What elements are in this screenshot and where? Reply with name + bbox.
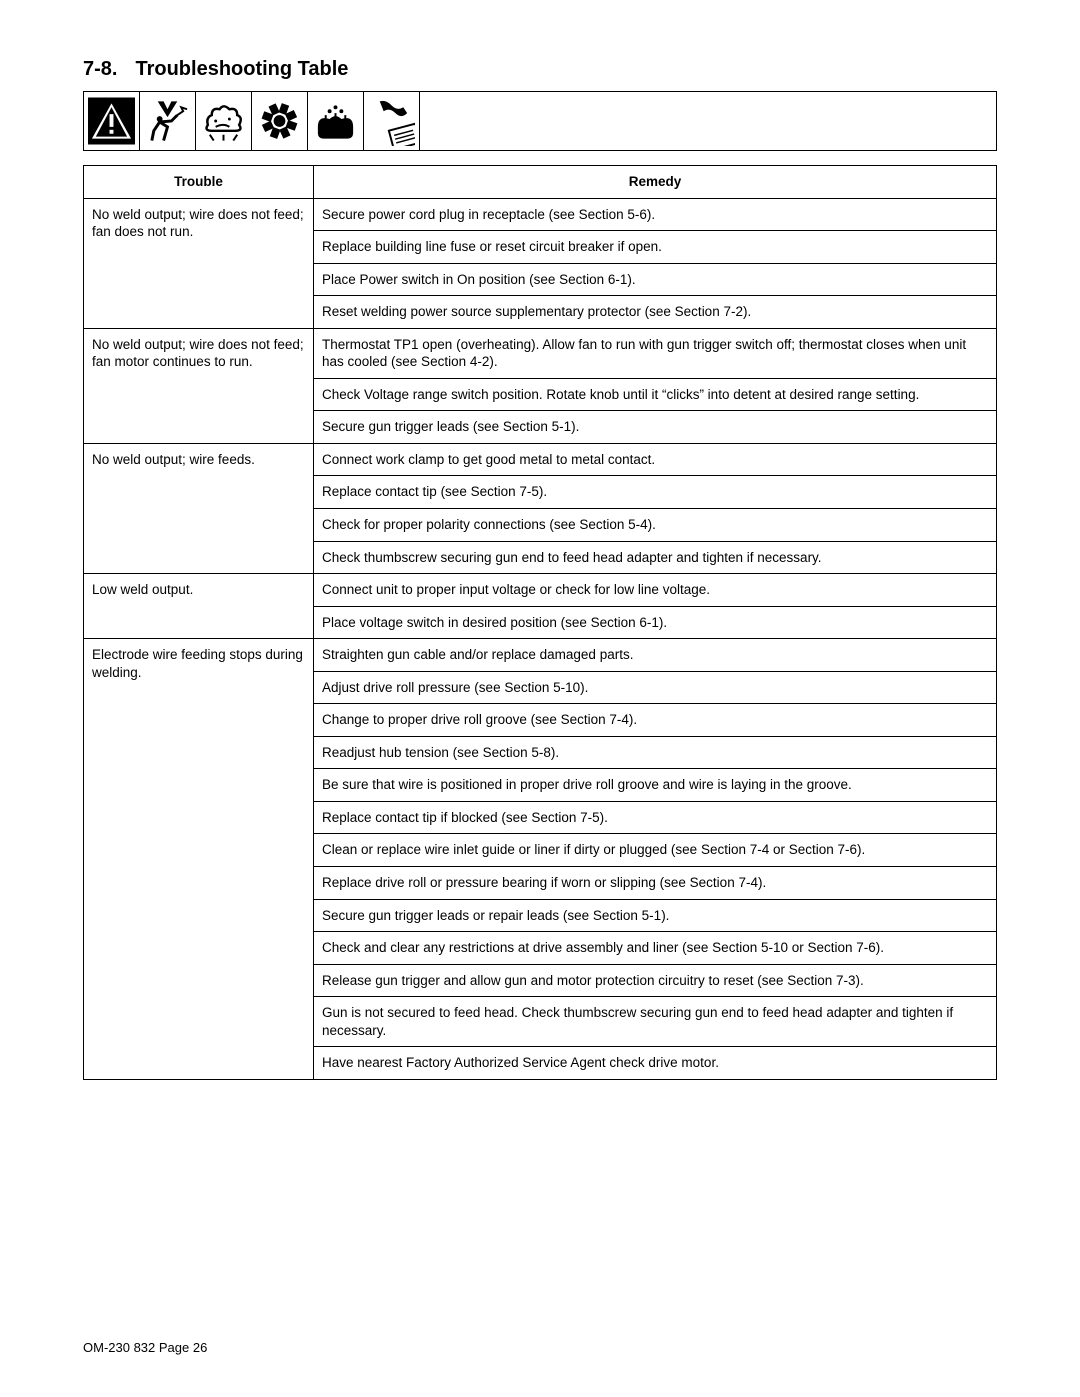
remedy-cell: Place voltage switch in desired position… [314, 606, 997, 639]
header-trouble: Trouble [84, 166, 314, 199]
trouble-cell: No weld output; wire does not feed; fan … [84, 328, 314, 443]
remedy-cell: Secure gun trigger leads (see Section 5-… [314, 411, 997, 444]
remedy-cell: Secure power cord plug in receptacle (se… [314, 198, 997, 231]
remedy-cell: Connect unit to proper input voltage or … [314, 574, 997, 607]
moving-parts-icon [252, 92, 308, 150]
remedy-cell: Change to proper drive roll groove (see … [314, 704, 997, 737]
remedy-cell: Clean or replace wire inlet guide or lin… [314, 834, 997, 867]
hot-parts-icon [308, 92, 364, 150]
table-row: Low weld output.Connect unit to proper i… [84, 574, 997, 607]
remedy-cell: Check and clear any restrictions at driv… [314, 932, 997, 965]
remedy-cell: Replace drive roll or pressure bearing i… [314, 867, 997, 900]
trouble-cell: No weld output; wire does not feed; fan … [84, 198, 314, 328]
remedy-cell: Adjust drive roll pressure (see Section … [314, 671, 997, 704]
remedy-cell: Gun is not secured to feed head. Check t… [314, 997, 997, 1047]
electric-shock-icon [140, 92, 196, 150]
remedy-cell: Thermostat TP1 open (overheating). Allow… [314, 328, 997, 378]
section-number: 7-8. [83, 58, 117, 80]
table-row: No weld output; wire does not feed; fan … [84, 198, 997, 231]
section-title: 7-8. Troubleshooting Table [83, 58, 997, 81]
remedy-cell: Replace contact tip (see Section 7-5). [314, 476, 997, 509]
manual-icon [364, 92, 420, 150]
trouble-cell: Electrode wire feeding stops during weld… [84, 639, 314, 1080]
troubleshooting-table: Trouble Remedy No weld output; wire does… [83, 165, 997, 1080]
fumes-icon [196, 92, 252, 150]
warning-icon [84, 92, 140, 150]
remedy-cell: Place Power switch in On position (see S… [314, 263, 997, 296]
remedy-cell: Replace building line fuse or reset circ… [314, 231, 997, 264]
remedy-cell: Connect work clamp to get good metal to … [314, 443, 997, 476]
remedy-cell: Readjust hub tension (see Section 5-8). [314, 736, 997, 769]
trouble-cell: No weld output; wire feeds. [84, 443, 314, 573]
remedy-cell: Release gun trigger and allow gun and mo… [314, 964, 997, 997]
remedy-cell: Check for proper polarity connections (s… [314, 509, 997, 542]
table-row: No weld output; wire does not feed; fan … [84, 328, 997, 378]
remedy-cell: Reset welding power source supplementary… [314, 296, 997, 329]
section-title-text: Troubleshooting Table [135, 58, 348, 80]
remedy-cell: Check thumbscrew securing gun end to fee… [314, 541, 997, 574]
remedy-cell: Be sure that wire is positioned in prope… [314, 769, 997, 802]
icon-row-spacer [420, 92, 996, 150]
table-row: Electrode wire feeding stops during weld… [84, 639, 997, 672]
trouble-cell: Low weld output. [84, 574, 314, 639]
remedy-cell: Secure gun trigger leads or repair leads… [314, 899, 997, 932]
remedy-cell: Replace contact tip if blocked (see Sect… [314, 801, 997, 834]
remedy-cell: Have nearest Factory Authorized Service … [314, 1047, 997, 1080]
table-row: No weld output; wire feeds.Connect work … [84, 443, 997, 476]
safety-icon-row [83, 91, 997, 151]
header-remedy: Remedy [314, 166, 997, 199]
remedy-cell: Check Voltage range switch position. Rot… [314, 378, 997, 411]
page-footer: OM-230 832 Page 26 [83, 1340, 207, 1355]
remedy-cell: Straighten gun cable and/or replace dama… [314, 639, 997, 672]
